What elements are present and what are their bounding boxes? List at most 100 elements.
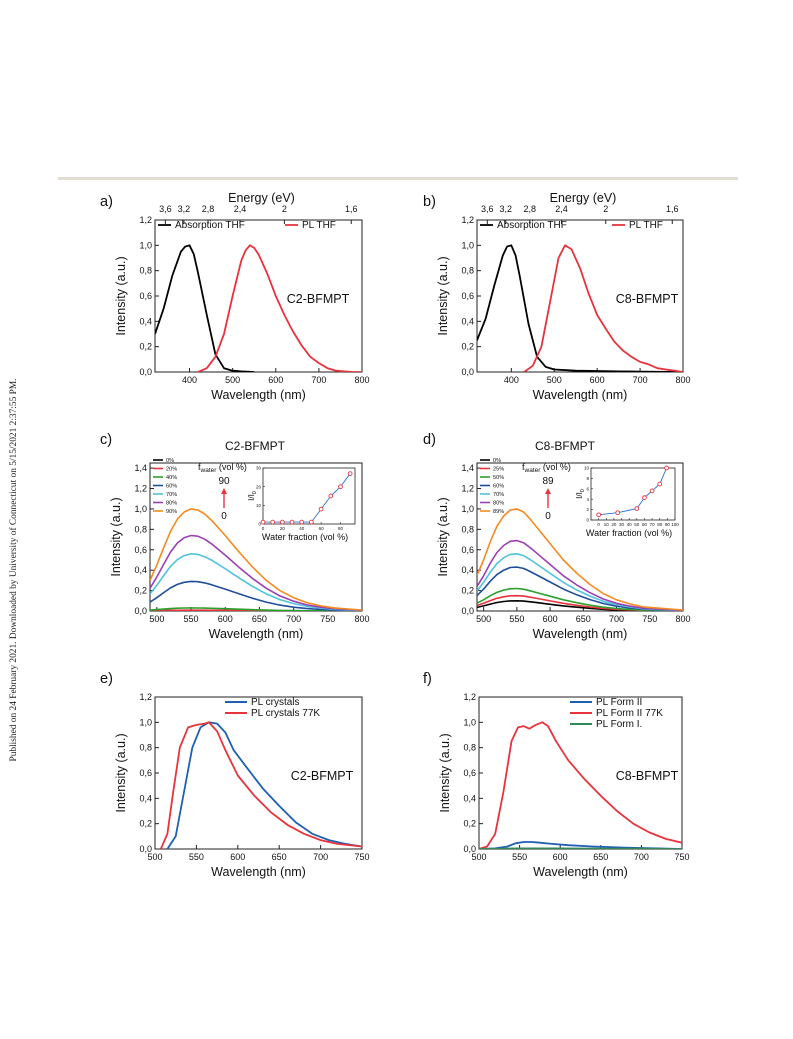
inset-x-tick-label: 0	[597, 522, 600, 527]
x-tick-label: 800	[675, 375, 690, 385]
inset-y-tick-label: 0	[586, 518, 589, 523]
x-tick-label: 750	[320, 614, 335, 624]
x-tick-label: 700	[634, 852, 649, 862]
legend-label: PL Form II 77K	[596, 708, 663, 719]
x-axis-label: Wavelength (nm)	[533, 865, 628, 879]
x-tick-label: 600	[268, 375, 283, 385]
y-axis-label: Intensity (a.u.)	[438, 733, 452, 812]
y-tick-label: 1,2	[461, 484, 474, 494]
y-tick-label: 1,4	[461, 463, 474, 473]
x-tick-label: 800	[354, 614, 369, 624]
top-tick-label: 2,8	[202, 204, 215, 214]
series-line	[150, 580, 362, 611]
compound-annotation: C2-BFMPT	[291, 769, 354, 783]
x-axis-label: Wavelength (nm)	[533, 388, 628, 402]
inset-y-tick-label: 4	[586, 497, 589, 502]
y-tick-label: 0,2	[134, 586, 147, 596]
y-tick-label: 0,8	[461, 524, 474, 534]
y-tick-label: 0,0	[134, 606, 147, 616]
legend-label: Absorption THF	[497, 220, 567, 231]
y-tick-label: 1,0	[139, 240, 152, 250]
y-tick-label: 0,2	[463, 819, 476, 829]
x-tick-label: 550	[184, 614, 199, 624]
y-tick-label: 0,6	[139, 768, 152, 778]
x-tick-label: 600	[230, 852, 245, 862]
compound-annotation: C8-BFMPT	[616, 769, 679, 783]
x-tick-label: 500	[471, 852, 486, 862]
x-tick-label: 500	[149, 614, 164, 624]
series-line	[477, 508, 683, 611]
x-tick-label: 750	[674, 852, 689, 862]
inset-x-tick-label: 80	[338, 526, 344, 531]
x-tick-label: 800	[675, 614, 690, 624]
fwater-top: 89	[542, 476, 554, 487]
series-group	[150, 508, 362, 611]
x-tick-label: 700	[311, 375, 326, 385]
top-tick-label: 2	[603, 204, 608, 214]
inset-point	[615, 510, 621, 516]
inset-point	[299, 519, 305, 525]
y-tick-label: 0,2	[139, 819, 152, 829]
y-tick-label: 0,0	[461, 367, 474, 377]
inset-y-tick-label: 6	[586, 486, 589, 491]
legend-label: 80%	[166, 501, 177, 507]
inset-y-tick-label: 0	[258, 522, 261, 527]
legend-label: 89%	[493, 509, 504, 515]
x-tick-label: 550	[512, 852, 527, 862]
y-tick-label: 0,4	[134, 565, 147, 575]
legend-label: 0%	[166, 458, 174, 464]
y-tick-label: 0,4	[139, 793, 152, 803]
top-tick-label: 1,6	[345, 204, 358, 214]
x-tick-label: 600	[553, 852, 568, 862]
inset-point	[649, 488, 655, 494]
x-tick-label: 700	[633, 375, 648, 385]
legend-label: PL THF	[629, 220, 663, 231]
fwater-label: fwater (vol %)	[198, 462, 247, 474]
panel-a: 400 500 600 700 800 0,0 0,2 0,4 0,6 0,8 1,0 1,2 Wave…	[100, 191, 370, 402]
y-tick-label: 1,2	[134, 484, 147, 494]
y-tick-label: 1,2	[139, 692, 152, 702]
y-tick-label: 1,2	[461, 215, 474, 225]
y-tick-label: 0,0	[461, 606, 474, 616]
top-tick-label: 2,4	[234, 204, 247, 214]
inset-point	[338, 484, 343, 490]
top-tick-label: 2	[282, 204, 287, 214]
inset-point	[270, 519, 276, 525]
series-line	[150, 607, 362, 611]
inset-y-tick-label: 10	[256, 503, 262, 508]
series-line	[479, 841, 682, 849]
legend-label: PL THF	[302, 220, 336, 231]
top-tick-label: 2,4	[555, 204, 568, 214]
top-tick-label: 3,2	[178, 204, 191, 214]
inset-point	[328, 493, 334, 499]
y-axis-label: Intensity (a.u.)	[436, 256, 450, 335]
y-tick-label: 1,2	[463, 692, 476, 702]
legend-label: Absorption THF	[175, 220, 245, 231]
panel-c: 500 550 600 650 700 750 8000,00,20,40,60,81,01…	[100, 432, 370, 641]
legend-label: 70%	[493, 492, 504, 498]
legend-label: 40%	[166, 475, 177, 481]
x-tick-label: 800	[354, 375, 369, 385]
y-tick-label: 1,0	[463, 717, 476, 727]
x-tick-label: 700	[609, 614, 624, 624]
inset-x-tick-label: 70	[650, 522, 656, 527]
inset-x-tick-label: 60	[642, 522, 648, 527]
top-tick-label: 1,6	[666, 204, 679, 214]
plot-frame	[476, 462, 684, 612]
y-tick-label: 0,4	[461, 565, 474, 575]
fwater-bottom: 0	[221, 511, 227, 522]
inset-x-tick-label: 40	[627, 522, 633, 527]
legend-label: 20%	[166, 467, 177, 473]
legend-label: 90%	[166, 509, 177, 515]
series-line	[523, 244, 683, 372]
inset-point	[657, 481, 663, 487]
y-tick-label: 1,0	[461, 504, 474, 514]
panel-label: a)	[100, 194, 113, 210]
legend-label: 60%	[493, 484, 504, 490]
inset-y-label: I/I0	[575, 489, 586, 499]
x-tick-label: 600	[543, 614, 558, 624]
legend: Absorption THF PL THF	[158, 220, 336, 231]
inset-point	[280, 519, 285, 525]
inset-x-tick-label: 0	[262, 526, 265, 531]
